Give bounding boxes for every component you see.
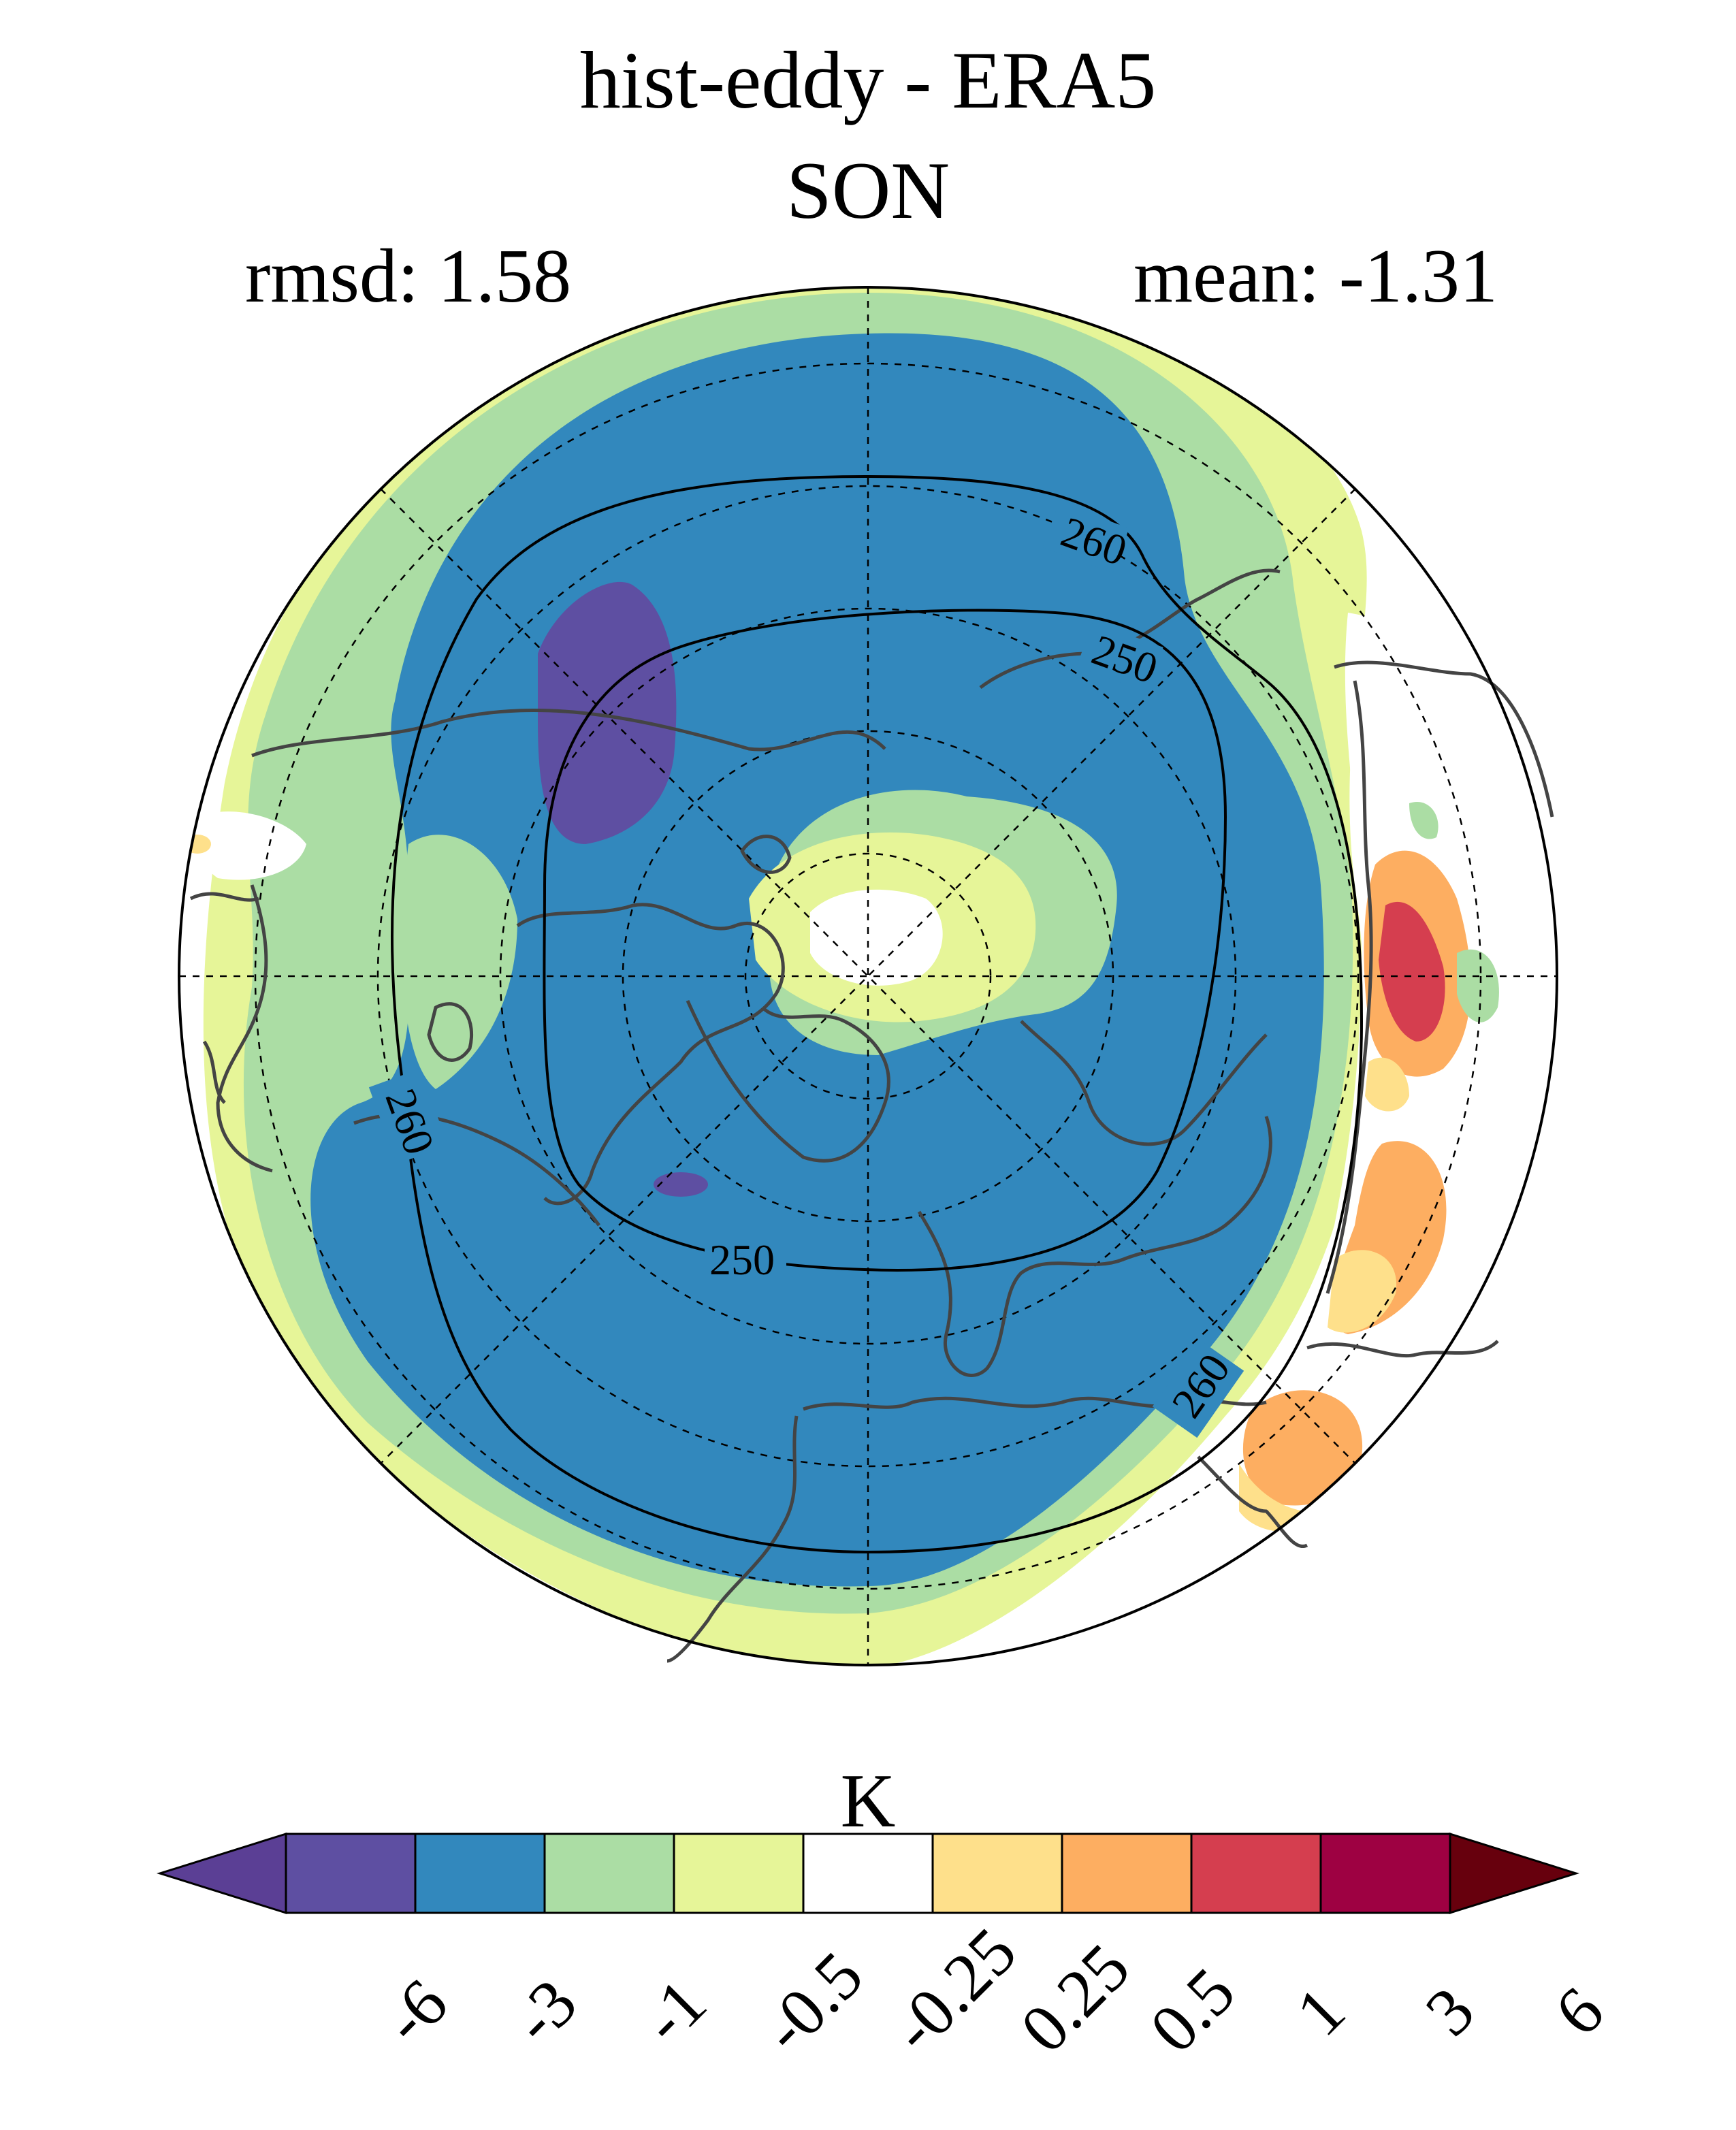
- colorbar-extend-high: [1449, 1832, 1580, 1915]
- colorbar-bin: [1061, 1833, 1193, 1914]
- colorbar-tick-label: -6: [368, 1964, 462, 2059]
- band-orange-3: [1242, 1390, 1363, 1506]
- colorbar-tick-label: -3: [497, 1964, 592, 2059]
- colorbar-bin: [673, 1833, 805, 1914]
- colorbar-tick-label: -0.5: [747, 1937, 878, 2067]
- colorbar-tick-label: -1: [626, 1964, 721, 2059]
- graticule: [179, 287, 1557, 1665]
- colorbar-bin: [543, 1833, 675, 1914]
- colorbar-tick-label: 0.5: [1135, 1953, 1249, 2067]
- season-label: SON: [786, 145, 950, 236]
- contours: [390, 474, 1364, 1554]
- mean-label: mean: -1.31: [1134, 234, 1498, 319]
- colorbar-bin: [931, 1833, 1063, 1914]
- colorbar-unit: K: [840, 1759, 896, 1843]
- colorbar-bin: [802, 1833, 934, 1914]
- colorbar-bin: [1319, 1833, 1451, 1914]
- colorbar-bin: [414, 1833, 546, 1914]
- contour-label: 250: [709, 1236, 775, 1284]
- contour-260: [390, 474, 1364, 1554]
- colorbar-tick-label: 6: [1540, 1972, 1618, 2050]
- map-title: hist-eddy - ERA5: [579, 35, 1157, 125]
- colorbar-tick-label: 1: [1281, 1972, 1360, 2050]
- colorbar-tick-label: 3: [1411, 1972, 1489, 2050]
- colorbar-tick-label: -0.25: [876, 1913, 1031, 2067]
- colorbar-bin: [1190, 1833, 1322, 1914]
- colorbar-extend-low: [156, 1832, 287, 1915]
- contour-250: [543, 609, 1227, 1272]
- map-boundary: [178, 286, 1558, 1666]
- polar-map: 260 250 250 260 260: [178, 286, 1558, 1666]
- colorbar-tick-label: 0.25: [1006, 1929, 1144, 2067]
- rmsd-label: rmsd: 1.58: [245, 234, 572, 319]
- band-red: [1379, 901, 1445, 1042]
- colorbar-bin: [285, 1833, 417, 1914]
- band-purple: [538, 581, 677, 844]
